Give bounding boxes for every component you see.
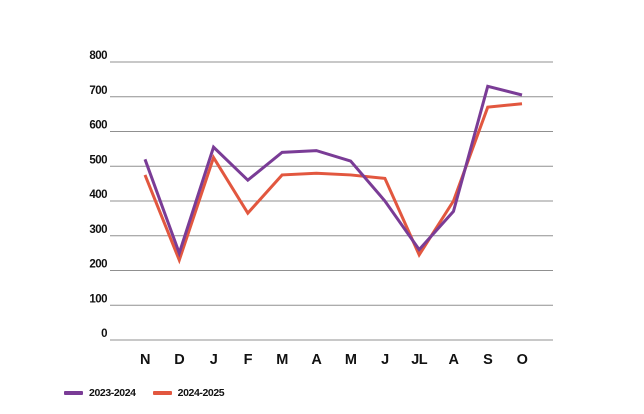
y-tick-label-0: 0: [101, 328, 107, 340]
x-tick-label-8: JL: [411, 352, 428, 368]
x-tick-label-10: S: [483, 352, 493, 368]
x-tick-label-4: M: [276, 352, 288, 368]
x-tick-label-5: A: [311, 352, 322, 368]
y-tick-label-500: 500: [89, 154, 107, 166]
y-tick-label-200: 200: [89, 259, 107, 271]
x-tick-label-2: J: [210, 352, 218, 368]
legend-label-2024-2025: 2024-2025: [177, 387, 225, 399]
y-tick-label-300: 300: [89, 224, 107, 236]
legend-label-2023-2024: 2023-2024: [89, 387, 136, 399]
y-tick-label-400: 400: [89, 189, 107, 201]
x-tick-label-6: M: [345, 352, 357, 368]
legend-item-2024-2025: 2024-2025: [152, 387, 225, 399]
series-line-2023-2024: [143, 84, 523, 258]
y-tick-label-700: 700: [89, 85, 107, 97]
x-tick-label-11: O: [517, 352, 528, 368]
chart-legend: 2023-2024 2024-2025: [64, 387, 225, 399]
x-tick-label-0: N: [140, 352, 150, 368]
x-tick-label-9: A: [448, 352, 459, 368]
legend-swatch-2023-2024: [64, 391, 83, 395]
legend-swatch-2024-2025: [152, 391, 172, 395]
x-tick-label-1: D: [174, 352, 184, 368]
y-tick-label-800: 800: [89, 50, 107, 62]
legend-item-2023-2024: 2023-2024: [64, 387, 136, 399]
y-tick-label-600: 600: [89, 120, 107, 132]
y-tick-label-100: 100: [89, 293, 107, 305]
x-tick-label-3: F: [244, 352, 253, 368]
x-tick-label-7: J: [381, 352, 389, 368]
